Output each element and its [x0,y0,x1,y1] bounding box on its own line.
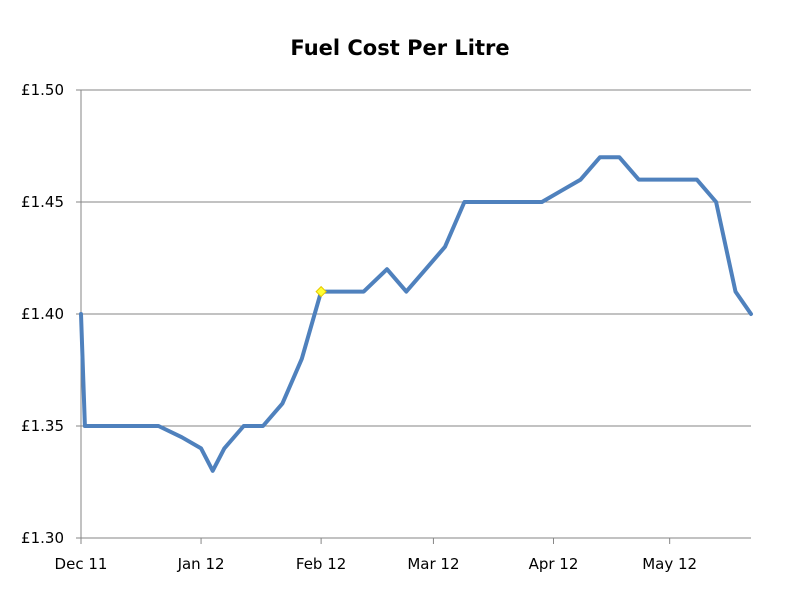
series-line [79,155,753,473]
data-point [242,424,246,428]
y-tick-label: £1.45 [21,193,64,211]
data-point [280,402,284,406]
data-point [110,424,114,428]
x-tick-label: Mar 12 [407,555,459,573]
data-point [443,245,447,249]
x-tick-label: Apr 12 [529,555,579,573]
y-tick-label: £1.30 [21,529,64,547]
data-point [656,178,660,182]
data-point [637,178,641,182]
data-point [695,178,699,182]
data-point [211,469,215,473]
data-point [675,178,679,182]
y-tick-label: £1.50 [21,81,64,99]
y-tick-label: £1.40 [21,305,64,323]
data-point [222,446,226,450]
data-point [501,200,505,204]
data-point [617,155,621,159]
data-point [83,424,87,428]
data-point [141,424,145,428]
chart-title: Fuel Cost Per Litre [290,36,509,60]
series-layer [79,155,753,473]
tick-labels: £1.30 £1.35 £1.40 £1.45 £1.50 Dec 11 Jan 12 Feb… [21,81,697,573]
data-point [521,200,525,204]
data-point [598,155,602,159]
data-point [462,200,466,204]
data-point [362,290,366,294]
data-point [338,290,342,294]
data-point [579,178,583,182]
gridlines [81,89,751,427]
data-point [734,290,738,294]
data-point [199,446,203,450]
data-point [94,424,98,428]
data-point [424,267,428,271]
x-tick-label: Dec 11 [55,555,108,573]
x-tick-label: Feb 12 [296,555,346,573]
data-point [180,435,184,439]
highlighted-point-marker [315,285,327,298]
data-point [404,290,408,294]
data-point [156,424,160,428]
data-point [482,200,486,204]
x-tick-label: May 12 [642,555,697,573]
data-point [540,200,544,204]
data-point [559,189,563,193]
axes [76,89,751,544]
data-point [714,200,718,204]
data-point [300,357,304,361]
data-point [125,424,129,428]
data-point [749,312,753,316]
data-point [261,424,265,428]
y-tick-label: £1.35 [21,417,64,435]
data-point [79,312,83,316]
data-point [385,267,389,271]
x-tick-label: Jan 12 [177,555,225,573]
